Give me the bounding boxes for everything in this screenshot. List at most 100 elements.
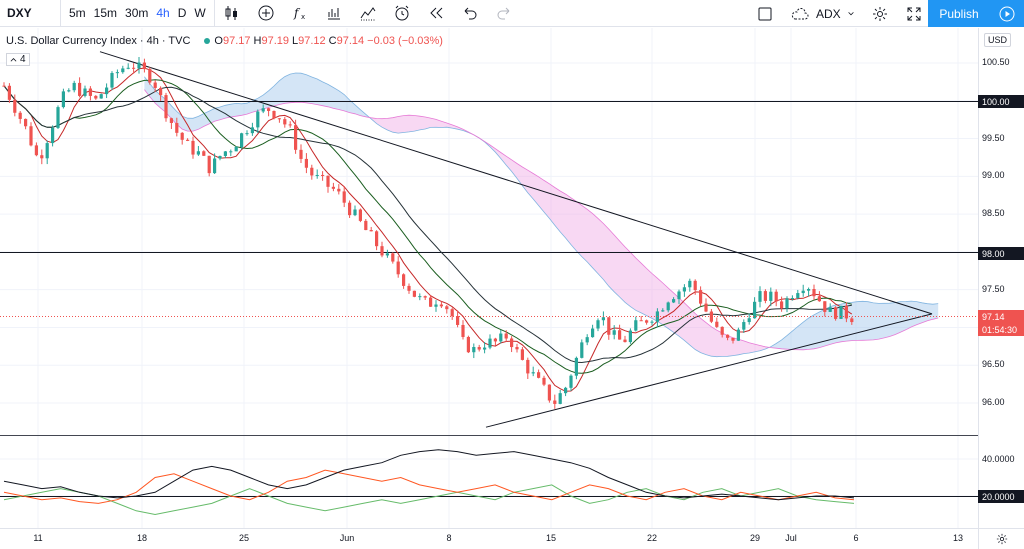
candle-body	[520, 349, 524, 360]
candle-body	[526, 359, 530, 374]
candle-body	[753, 301, 757, 319]
candle-body	[817, 296, 821, 302]
replay-icon[interactable]	[419, 0, 453, 27]
cloud-segment	[770, 301, 939, 350]
candle-body	[272, 110, 276, 119]
interval-5m[interactable]: 5m	[69, 6, 86, 20]
candle-body	[601, 317, 605, 321]
candle-body	[747, 318, 751, 323]
studies-toggle[interactable]: 4	[6, 53, 30, 66]
candle-body	[666, 302, 670, 311]
candle-body	[326, 175, 330, 187]
candle-body	[828, 307, 832, 312]
axis-settings-button[interactable]	[978, 528, 1024, 549]
candle-body	[542, 377, 546, 385]
candle-body	[175, 122, 179, 133]
candle-body	[634, 320, 638, 331]
candle-body	[105, 87, 109, 95]
candles-icon[interactable]	[215, 0, 249, 27]
bar-chart-icon[interactable]	[351, 0, 385, 27]
candle-body	[596, 320, 600, 329]
candle-body	[283, 119, 287, 125]
toolbar-divider	[60, 0, 61, 27]
candle-body	[51, 127, 55, 144]
candle-body	[240, 133, 244, 148]
candle-body	[148, 69, 152, 83]
lower-trendline[interactable]	[485, 313, 933, 428]
interval-30m[interactable]: 30m	[125, 6, 149, 20]
interval-d[interactable]: D	[177, 6, 187, 20]
candle-body	[202, 151, 206, 156]
candle-body	[547, 384, 551, 401]
candle-body	[18, 112, 22, 119]
study-template-button[interactable]: ADX	[782, 0, 863, 27]
interval-w[interactable]: W	[194, 6, 206, 20]
candle-body	[688, 280, 692, 288]
candle-body	[132, 67, 136, 69]
add-compare-icon[interactable]	[249, 0, 283, 27]
candle-body	[159, 87, 163, 96]
candle-body	[785, 298, 789, 309]
candle-body	[504, 333, 508, 339]
level-tag-98: 98.00	[978, 247, 1024, 260]
candle-body	[731, 337, 735, 341]
symbol-search-button[interactable]: DXY	[7, 6, 32, 20]
alert-icon[interactable]	[385, 0, 419, 27]
chart-canvas[interactable]	[0, 28, 1024, 549]
plus-di-line[interactable]	[3, 469, 855, 504]
minus-di-line[interactable]	[3, 484, 855, 516]
adx-line[interactable]	[3, 449, 855, 501]
candle-body	[574, 357, 578, 376]
candle-body	[466, 336, 470, 353]
redo-icon[interactable]	[487, 0, 521, 27]
candle-body	[110, 73, 114, 88]
candle-body	[445, 306, 449, 310]
candle-body	[299, 149, 303, 159]
undo-icon[interactable]	[453, 0, 487, 27]
templates-icon[interactable]	[317, 0, 351, 27]
open-label: O	[214, 35, 223, 47]
candle-body	[407, 285, 411, 291]
candle-body	[439, 304, 443, 307]
candle-body	[456, 316, 460, 325]
candle-body	[169, 118, 173, 123]
fullscreen-icon[interactable]	[897, 0, 931, 27]
candle-body	[763, 291, 767, 301]
interval-15m[interactable]: 15m	[93, 6, 118, 20]
legend-title[interactable]: U.S. Dollar Currency Index · 4h · TVC	[6, 35, 191, 47]
publish-button[interactable]: Publish	[928, 0, 990, 27]
price-axis[interactable]	[978, 28, 1024, 528]
candle-body	[769, 291, 773, 301]
interval-4h[interactable]: 4h	[156, 6, 170, 20]
play-button[interactable]	[990, 0, 1024, 27]
settings-icon[interactable]	[863, 0, 897, 27]
time-axis[interactable]: 11 18 25 Jun 8 15 22 29 Jul 6 13	[0, 528, 978, 549]
candle-body	[758, 291, 762, 302]
cloud-segment	[144, 73, 372, 132]
candle-body	[142, 62, 146, 70]
ma-medium-line[interactable]	[3, 79, 852, 374]
candle-body	[639, 320, 643, 322]
high-value: 97.19	[261, 35, 289, 47]
price-tick-label: 98.50	[982, 208, 1005, 219]
candle-body	[585, 337, 589, 343]
candle-body	[310, 167, 314, 176]
gear-icon	[996, 533, 1007, 545]
candle-body	[850, 318, 854, 323]
upper-trendline[interactable]	[99, 51, 933, 315]
currency-badge[interactable]: USD	[984, 33, 1012, 47]
candle-body	[337, 188, 341, 192]
candle-body	[839, 305, 843, 319]
candle-body	[510, 338, 514, 348]
layout-square-icon[interactable]	[748, 0, 782, 27]
candle-body	[483, 347, 487, 350]
study-template-label: ADX	[816, 6, 841, 21]
time-label: 18	[136, 533, 148, 543]
candle-body	[515, 347, 519, 350]
candle-body	[331, 186, 335, 189]
candle-body	[499, 333, 503, 342]
candle-body	[56, 107, 60, 128]
candle-body	[137, 62, 141, 69]
